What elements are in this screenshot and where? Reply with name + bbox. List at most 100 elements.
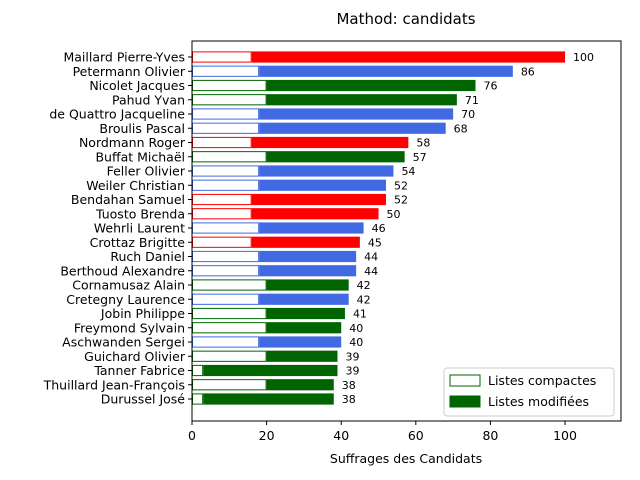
bar-modifiees-row-15 [259,265,357,277]
data-labels: 1008676717068585754525250464544444242414… [342,51,594,406]
bar-modifiees-row-9 [259,179,386,191]
bar-modifiees-row-5 [259,122,446,134]
bar-compactes-row-16 [192,279,267,291]
y-tick-label-row-3: Pahud Yvan [112,92,185,107]
bar-modifiees-row-23 [266,379,334,391]
data-label-row-1: 86 [521,65,535,78]
bar-compactes-row-14 [192,250,260,263]
bar-modifiees-row-20 [259,336,342,348]
y-tick-label-row-2: Nicolet Jacques [89,78,185,93]
bar-modifiees-row-1 [259,65,513,77]
bar-modifiees-row-11 [251,208,379,220]
bar-compactes-row-24 [192,393,204,405]
bar-modifiees-row-24 [203,393,334,405]
data-label-row-12: 46 [372,222,386,235]
bar-modifiees-row-12 [259,222,364,234]
bar-modifiees-row-16 [266,279,349,291]
data-label-row-18: 41 [353,308,367,321]
bar-compactes-row-5 [192,122,260,134]
y-tick-label-row-22: Tanner Fabrice [93,363,185,378]
bar-compactes-row-3 [192,94,267,106]
bar-compactes-row-22 [192,364,204,377]
data-label-row-6: 58 [416,137,430,150]
data-label-row-7: 57 [413,151,427,164]
bars-group [192,51,566,405]
data-label-row-22: 39 [345,365,359,378]
y-tick-label-row-0: Maillard Pierre-Yves [63,50,185,65]
bar-compactes-row-6 [192,136,252,149]
legend-swatch-compactes [449,374,481,387]
data-label-row-2: 76 [484,80,498,93]
data-label-row-13: 45 [368,236,382,249]
bar-compactes-row-15 [192,265,260,277]
y-tick-label-row-17: Cretegny Laurence [66,292,185,307]
bar-compactes-row-8 [192,165,260,177]
legend-swatch-modifiees [449,395,481,408]
y-tick-label-row-23: Thuillard Jean-François [43,377,185,392]
chart-title: Mathod: candidats [336,10,475,28]
y-tick-label-row-7: Buffat Michaël [95,149,185,164]
bar-modifiees-row-22 [203,364,338,377]
plot-frame [191,40,622,422]
bar-compactes-row-17 [192,293,260,305]
legend-frame [443,367,615,417]
data-label-row-19: 40 [349,322,363,335]
data-label-row-20: 40 [349,336,363,349]
y-tick-label-row-8: Feller Olivier [107,164,186,179]
bar-modifiees-row-18 [266,307,345,320]
data-label-row-21: 39 [345,350,359,363]
bar-modifiees-row-4 [259,108,454,120]
data-label-row-23: 38 [342,379,356,392]
bar-modifiees-row-14 [259,250,357,263]
y-tick-label-row-10: Bendahan Samuel [71,192,185,207]
bar-compactes-row-1 [192,65,260,77]
bar-modifiees-row-10 [251,193,386,206]
y-tick-label-row-6: Nordmann Roger [79,135,186,150]
bar-compactes-row-23 [192,379,267,391]
x-tick-label-20: 20 [259,428,275,443]
y-tick-label-row-16: Cornamusaz Alain [72,278,185,293]
y-tick-label-row-11: Tuosto Brenda [95,206,185,221]
bar-modifiees-row-7 [266,151,405,163]
bar-modifiees-row-0 [251,51,566,63]
data-label-row-8: 54 [401,165,415,178]
bar-compactes-row-2 [192,79,267,92]
data-label-row-5: 68 [454,122,468,135]
legend-label-modifiees: Listes modifiées [488,394,589,409]
y-tick-label-row-12: Wehrli Laurent [94,221,185,236]
bar-compactes-row-9 [192,179,260,191]
bar-compactes-row-13 [192,236,252,248]
y-tick-label-row-4: de Quattro Jacqueline [49,107,185,122]
legend: Listes compactes Listes modifiées [443,367,615,417]
bar-modifiees-row-21 [266,350,338,362]
bar-modifiees-row-17 [259,293,349,305]
bar-modifiees-row-8 [259,165,394,177]
bar-modifiees-row-3 [266,94,457,106]
bar-modifiees-row-6 [251,136,409,149]
y-tick-label-row-13: Crottaz Brigitte [90,235,186,250]
data-label-row-10: 52 [394,194,408,207]
data-label-row-16: 42 [357,279,371,292]
bar-compactes-row-21 [192,350,267,362]
legend-label-compactes: Listes compactes [488,373,596,388]
bar-modifiees-row-19 [266,322,342,334]
x-tick-label-40: 40 [333,428,349,443]
data-label-row-3: 71 [465,94,479,107]
data-label-row-14: 44 [364,251,378,264]
y-tick-label-row-14: Ruch Daniel [110,249,185,264]
data-label-row-17: 42 [357,293,371,306]
data-label-row-11: 50 [387,208,401,221]
x-tick-label-60: 60 [408,428,424,443]
y-tick-label-row-24: Durussel José [101,392,186,407]
bar-compactes-row-10 [192,193,252,206]
bar-compactes-row-0 [192,51,252,63]
bar-compactes-row-19 [192,322,267,334]
data-label-row-4: 70 [461,108,475,121]
bar-compactes-row-18 [192,307,267,320]
y-tick-label-row-5: Broulis Pascal [99,121,185,136]
y-tick-label-row-1: Petermann Olivier [73,64,186,79]
y-tick-label-row-15: Berthoud Alexandre [60,263,185,278]
y-tick-label-row-21: Guichard Olivier [84,349,186,364]
y-tick-label-row-19: Freymond Sylvain [74,320,185,335]
